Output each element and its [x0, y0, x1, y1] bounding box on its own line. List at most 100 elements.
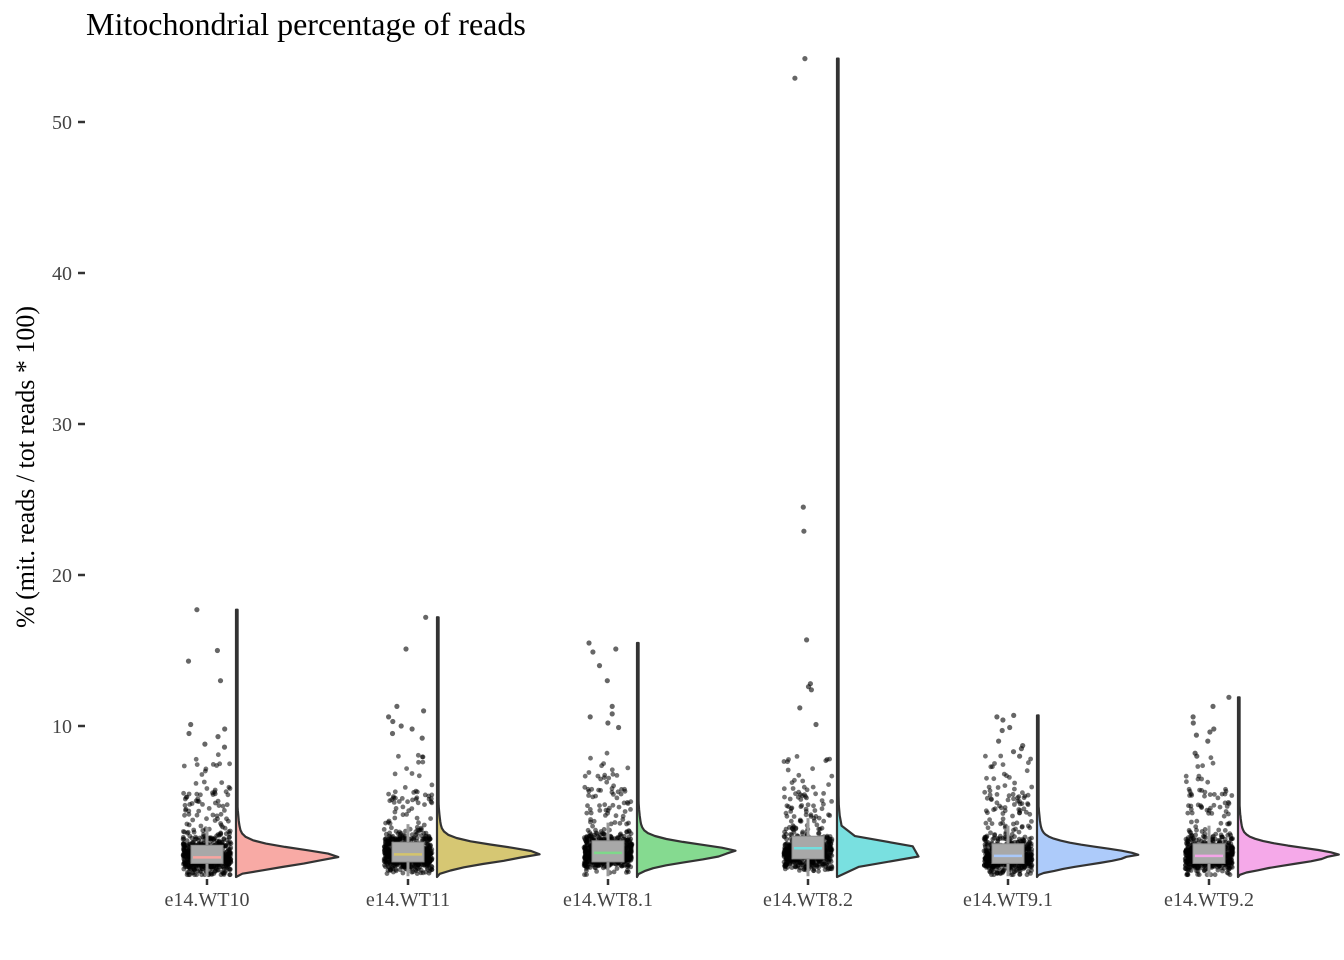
violin	[1236, 696, 1340, 879]
data-point	[585, 803, 590, 809]
data-point	[985, 825, 991, 831]
data-point	[227, 867, 233, 873]
data-point	[215, 798, 221, 804]
data-point	[829, 799, 834, 804]
data-point	[219, 864, 224, 870]
data-point	[588, 810, 594, 816]
data-point	[796, 772, 802, 778]
data-point	[1196, 865, 1201, 870]
data-point	[1202, 793, 1207, 799]
data-point	[821, 801, 826, 807]
outlier-point	[389, 730, 396, 737]
data-point	[983, 854, 989, 860]
data-point	[992, 761, 997, 766]
data-point	[400, 804, 406, 810]
box	[991, 843, 1025, 864]
group-e14-WT9-1	[981, 712, 1140, 879]
data-point	[798, 797, 804, 802]
data-point	[827, 756, 832, 762]
data-point	[1184, 779, 1189, 785]
data-point	[983, 847, 989, 852]
data-point	[821, 791, 826, 796]
data-point	[803, 809, 809, 814]
data-point	[1011, 796, 1016, 802]
data-point	[1189, 833, 1195, 839]
outlier-point	[403, 646, 409, 652]
data-point	[217, 761, 223, 767]
data-point	[1012, 780, 1017, 786]
data-point	[995, 785, 1001, 790]
outlier-point	[202, 741, 208, 747]
data-point	[1194, 827, 1199, 833]
outlier-point	[1226, 694, 1232, 700]
data-point	[420, 754, 426, 760]
data-point	[586, 793, 591, 798]
data-point	[396, 799, 402, 804]
data-point	[998, 805, 1004, 811]
data-point	[588, 832, 594, 837]
group-e14-WT8-2	[781, 56, 920, 879]
outlier-point	[390, 718, 396, 725]
data-point	[216, 833, 222, 838]
data-point	[995, 870, 1001, 876]
data-point	[1221, 813, 1227, 819]
data-point	[204, 786, 210, 791]
data-point	[215, 752, 221, 758]
data-point	[604, 750, 610, 756]
group-e14-WT8-1	[581, 640, 737, 879]
data-point	[213, 868, 218, 874]
data-point	[1017, 868, 1023, 873]
data-point	[386, 791, 391, 797]
data-point	[1000, 762, 1006, 767]
data-point	[1194, 818, 1200, 824]
outlier-point	[1210, 703, 1216, 710]
data-point	[225, 792, 231, 798]
outlier-point	[605, 720, 611, 726]
box	[591, 840, 625, 863]
data-point	[1212, 872, 1218, 878]
data-point	[219, 869, 225, 875]
data-point	[617, 820, 623, 826]
data-point	[1023, 809, 1029, 815]
data-point	[983, 808, 989, 814]
data-point	[606, 775, 612, 781]
data-point	[992, 806, 998, 812]
data-point	[224, 802, 230, 808]
data-point	[582, 850, 588, 856]
data-point	[1223, 788, 1229, 794]
data-point	[1002, 825, 1008, 830]
outlier-point	[188, 721, 194, 728]
data-point	[1229, 852, 1235, 857]
data-point	[819, 798, 825, 803]
data-point	[790, 823, 796, 829]
x-tick-label: e14.WT9.2	[1164, 889, 1254, 911]
data-point	[399, 796, 405, 801]
data-point	[994, 800, 1000, 806]
data-point	[389, 825, 394, 831]
data-point	[406, 808, 412, 814]
x-tick-label: e14.WT10	[165, 889, 250, 911]
data-point	[181, 843, 187, 849]
data-point	[181, 866, 187, 872]
data-point	[392, 809, 398, 815]
data-point	[182, 802, 188, 808]
data-point	[1188, 807, 1194, 812]
data-point	[420, 759, 426, 765]
data-point	[184, 821, 190, 827]
data-point	[594, 869, 599, 874]
data-point	[400, 870, 406, 876]
data-point	[823, 856, 829, 861]
data-point	[200, 802, 205, 807]
data-point	[591, 818, 597, 824]
data-point	[1183, 773, 1189, 779]
outlier-point	[797, 705, 803, 711]
data-point	[1005, 797, 1011, 803]
data-point	[613, 813, 619, 819]
data-point	[989, 797, 994, 802]
data-point	[627, 856, 632, 862]
outlier-point	[421, 708, 427, 714]
data-point	[620, 817, 626, 822]
data-point	[393, 828, 399, 834]
data-point	[402, 785, 408, 790]
outlier-point	[999, 727, 1005, 734]
